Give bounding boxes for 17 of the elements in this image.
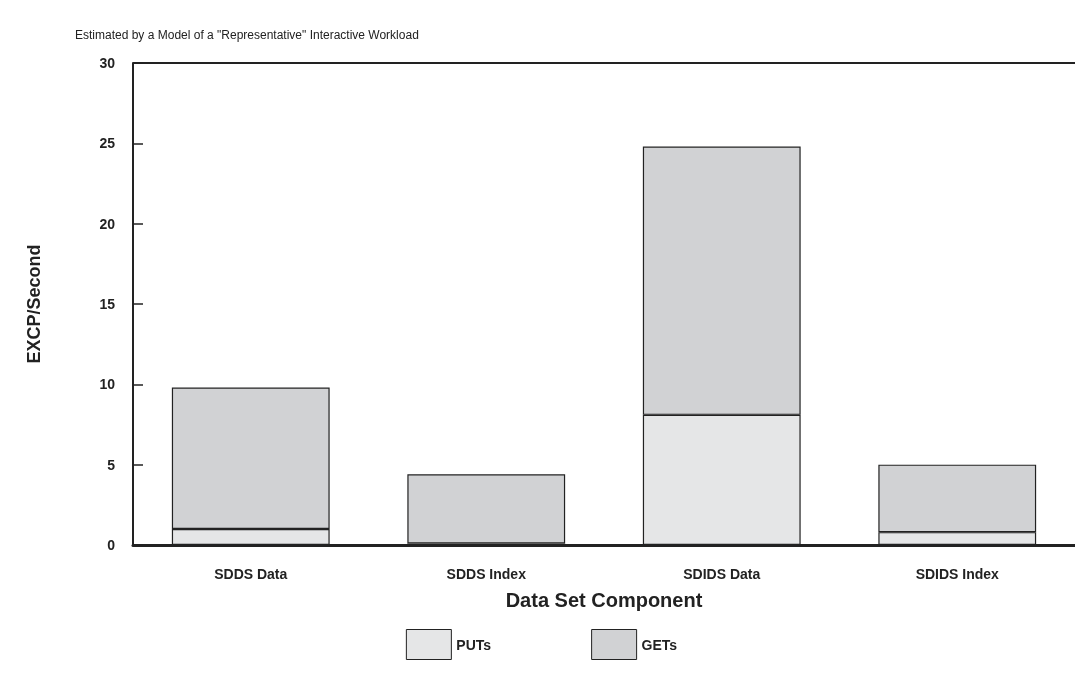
- x-tick-label: SDDS Data: [214, 566, 288, 582]
- y-tick-label: 0: [107, 537, 116, 553]
- y-tick-label: 30: [99, 55, 116, 71]
- y-tick-label: 10: [99, 376, 116, 393]
- legend-label: GETs: [641, 636, 678, 653]
- x-tick-label: SDIDS Data: [683, 566, 761, 582]
- y-tick-label: 20: [99, 215, 116, 232]
- y-tick-label: 15: [99, 296, 116, 312]
- legend-label: PUTs: [456, 636, 492, 653]
- bar: [407, 474, 566, 544]
- y-axis-title: EXCP/Second: [24, 244, 44, 364]
- x-tick-label: SDDS Index: [446, 566, 527, 582]
- y-tick-label: 25: [99, 135, 116, 152]
- x-axis-title: Data Set Component: [505, 589, 703, 611]
- chart-title: Estimated by a Model of a "Representative" Interactive Workload: [75, 28, 419, 42]
- y-tick-label: 5: [107, 456, 116, 473]
- x-tick-label: SDIDS Index: [915, 566, 1000, 582]
